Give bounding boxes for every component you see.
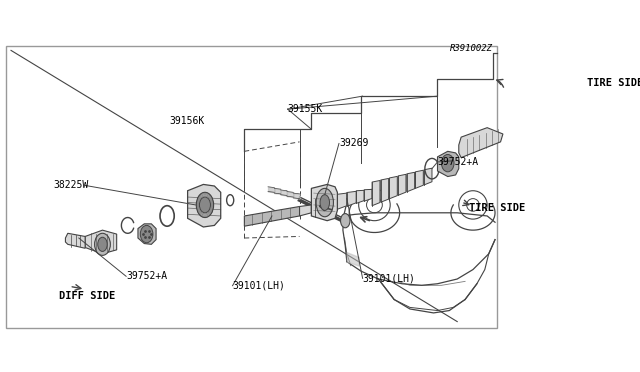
Ellipse shape xyxy=(98,237,108,251)
Ellipse shape xyxy=(316,188,333,217)
Polygon shape xyxy=(372,180,380,206)
Polygon shape xyxy=(415,170,423,188)
Text: DIFF SIDE: DIFF SIDE xyxy=(59,291,115,301)
Polygon shape xyxy=(459,128,503,158)
Text: 39101(LH): 39101(LH) xyxy=(363,273,415,283)
Ellipse shape xyxy=(438,157,449,173)
Polygon shape xyxy=(389,176,397,199)
Ellipse shape xyxy=(196,192,214,218)
Polygon shape xyxy=(398,174,406,195)
Text: 39101(LH): 39101(LH) xyxy=(232,281,285,291)
Text: 39156K: 39156K xyxy=(170,116,205,126)
Text: 38225W: 38225W xyxy=(54,180,89,190)
Text: TIRE SIDE: TIRE SIDE xyxy=(469,203,525,213)
Polygon shape xyxy=(300,205,312,216)
Ellipse shape xyxy=(442,154,454,172)
Ellipse shape xyxy=(320,195,330,211)
Polygon shape xyxy=(85,230,116,254)
Polygon shape xyxy=(381,179,388,202)
Text: 39752+A: 39752+A xyxy=(126,271,167,281)
Polygon shape xyxy=(65,233,85,248)
Text: 39269: 39269 xyxy=(339,138,369,148)
Text: R391002Z: R391002Z xyxy=(450,44,493,53)
Polygon shape xyxy=(347,191,356,206)
Polygon shape xyxy=(316,198,326,217)
Polygon shape xyxy=(438,151,459,177)
Text: 39752+A: 39752+A xyxy=(438,157,479,167)
Polygon shape xyxy=(337,193,347,209)
Polygon shape xyxy=(356,190,364,203)
Polygon shape xyxy=(312,185,337,221)
Polygon shape xyxy=(138,224,156,244)
Polygon shape xyxy=(364,189,372,201)
Polygon shape xyxy=(326,195,337,213)
Polygon shape xyxy=(407,172,415,192)
Ellipse shape xyxy=(200,197,211,213)
Polygon shape xyxy=(188,185,221,227)
Polygon shape xyxy=(244,206,300,226)
Ellipse shape xyxy=(340,214,350,228)
Text: 39155K: 39155K xyxy=(288,104,323,114)
Ellipse shape xyxy=(95,233,110,255)
Ellipse shape xyxy=(140,225,153,243)
Polygon shape xyxy=(424,168,432,185)
Text: TIRE SIDE: TIRE SIDE xyxy=(588,78,640,88)
FancyBboxPatch shape xyxy=(6,46,497,328)
